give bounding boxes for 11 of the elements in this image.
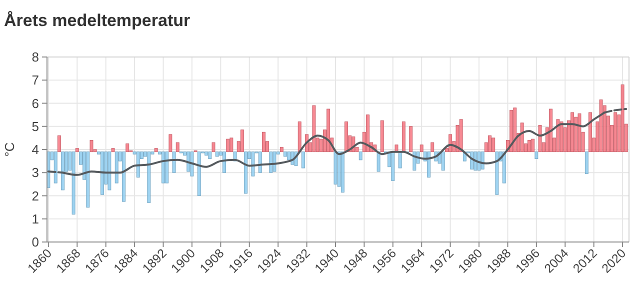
chart-title: Årets medeltemperatur: [4, 11, 191, 30]
y-tick-label: 5: [32, 118, 39, 134]
y-tick-label: 0: [32, 234, 39, 250]
y-tick-label: 4: [32, 142, 39, 157]
y-tick-label: 8: [32, 50, 39, 64]
y-tick-label: 7: [32, 72, 39, 88]
y-tick-label: 3: [32, 165, 39, 180]
y-tick-label: 1: [32, 211, 39, 226]
y-tick-label: 2: [32, 188, 39, 204]
y-tick-label: 6: [32, 96, 39, 111]
y-axis-title: °C: [2, 142, 17, 157]
